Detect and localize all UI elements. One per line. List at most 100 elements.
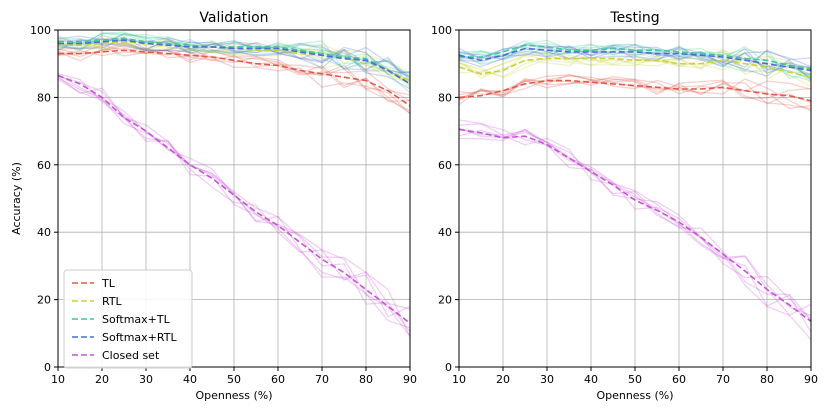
testing-panel: 10 20 30 40 50 60 70 80 90 0 20 40 60 80 100 Testing Ope… bbox=[431, 10, 818, 402]
legend-label: Softmax+RTL bbox=[102, 331, 177, 344]
series-lines bbox=[459, 44, 811, 323]
run-trace bbox=[459, 44, 811, 80]
run-trace bbox=[58, 32, 410, 74]
run-trace bbox=[58, 47, 410, 102]
series-line-softmax-rtl bbox=[58, 39, 410, 85]
series-line-closed-set bbox=[459, 128, 811, 323]
x-tick-label: 40 bbox=[584, 373, 598, 386]
run-traces bbox=[58, 31, 410, 338]
legend: TL RTL Softmax+TL Softmax+RTL Closed set bbox=[63, 269, 193, 369]
series-line-tl bbox=[459, 79, 811, 102]
legend-label: TL bbox=[101, 277, 116, 290]
chart-title: Testing bbox=[609, 10, 659, 26]
run-trace bbox=[58, 39, 410, 79]
y-tick-label: 100 bbox=[30, 24, 51, 37]
run-trace bbox=[58, 74, 410, 338]
y-tick-label: 40 bbox=[438, 226, 452, 239]
run-trace bbox=[459, 52, 811, 85]
run-trace bbox=[459, 78, 811, 110]
run-trace bbox=[459, 40, 811, 82]
run-trace bbox=[459, 78, 811, 112]
x-tick-label: 80 bbox=[760, 373, 774, 386]
x-axis-label: Openness (%) bbox=[596, 389, 673, 402]
run-trace bbox=[58, 77, 410, 333]
y-tick-label: 20 bbox=[438, 294, 452, 307]
x-tick-label: 80 bbox=[359, 373, 373, 386]
run-trace bbox=[459, 44, 811, 81]
y-tick-label: 20 bbox=[37, 294, 51, 307]
run-trace bbox=[459, 53, 811, 76]
y-tick-label: 60 bbox=[438, 159, 452, 172]
run-trace bbox=[459, 127, 811, 341]
validation-panel: 10 20 30 40 50 60 70 80 90 0 20 40 60 80 100 Validation… bbox=[10, 10, 417, 402]
run-trace bbox=[459, 129, 811, 317]
run-trace bbox=[58, 42, 410, 115]
x-tick-label: 10 bbox=[452, 373, 466, 386]
y-tick-label: 40 bbox=[37, 226, 51, 239]
run-trace bbox=[459, 44, 811, 74]
series-line-tl bbox=[58, 49, 410, 107]
x-tick-label: 60 bbox=[672, 373, 686, 386]
run-trace bbox=[58, 31, 410, 94]
run-trace bbox=[459, 49, 811, 79]
series-lines bbox=[58, 37, 410, 324]
run-trace bbox=[459, 45, 811, 68]
run-trace bbox=[459, 42, 811, 78]
x-tick-label: 70 bbox=[716, 373, 730, 386]
legend-label: Softmax+TL bbox=[102, 313, 171, 326]
y-tick-label: 80 bbox=[37, 91, 51, 104]
x-tick-label: 50 bbox=[628, 373, 642, 386]
x-axis-label: Openness (%) bbox=[195, 389, 272, 402]
run-trace bbox=[58, 75, 410, 310]
run-trace bbox=[58, 37, 410, 74]
y-axis-label: Accuracy (%) bbox=[10, 162, 23, 235]
chart-title: Validation bbox=[199, 10, 268, 26]
run-trace bbox=[58, 48, 410, 114]
run-trace bbox=[58, 72, 410, 318]
y-tick-label: 100 bbox=[431, 24, 452, 37]
y-tick-label: 0 bbox=[44, 361, 51, 374]
run-trace bbox=[459, 43, 811, 76]
x-tick-label: 70 bbox=[315, 373, 329, 386]
x-tick-label: 30 bbox=[540, 373, 554, 386]
x-tick-label: 60 bbox=[271, 373, 285, 386]
run-trace bbox=[58, 33, 410, 78]
run-trace bbox=[459, 48, 811, 77]
run-trace bbox=[459, 73, 811, 110]
run-trace bbox=[459, 44, 811, 68]
run-trace bbox=[459, 44, 811, 80]
run-trace bbox=[58, 46, 410, 112]
series-line-rtl bbox=[459, 57, 811, 78]
run-trace bbox=[58, 32, 410, 78]
run-traces bbox=[459, 39, 811, 341]
series-line-softmax-tl bbox=[58, 37, 410, 85]
run-trace bbox=[58, 38, 410, 76]
x-tick-label: 50 bbox=[227, 373, 241, 386]
run-trace bbox=[459, 51, 811, 80]
legend-box bbox=[63, 269, 193, 369]
x-tick-label: 40 bbox=[183, 373, 197, 386]
run-trace bbox=[58, 32, 410, 85]
run-trace bbox=[58, 76, 410, 329]
legend-label: Closed set bbox=[102, 349, 160, 362]
run-trace bbox=[459, 75, 811, 105]
x-tick-label: 30 bbox=[139, 373, 153, 386]
x-tick-label: 90 bbox=[804, 373, 818, 386]
y-tick-label: 0 bbox=[445, 361, 452, 374]
run-trace bbox=[459, 128, 811, 320]
run-trace bbox=[58, 32, 410, 78]
run-trace bbox=[459, 45, 811, 75]
legend-label: RTL bbox=[102, 295, 123, 308]
y-tick-label: 60 bbox=[37, 159, 51, 172]
x-tick-label: 90 bbox=[403, 373, 417, 386]
run-trace bbox=[459, 119, 811, 316]
x-tick-label: 20 bbox=[95, 373, 109, 386]
x-tick-label: 10 bbox=[51, 373, 65, 386]
run-trace bbox=[459, 50, 811, 87]
x-tick-label: 20 bbox=[496, 373, 510, 386]
series-line-softmax-tl bbox=[459, 44, 811, 70]
run-trace bbox=[58, 44, 410, 103]
y-tick-label: 80 bbox=[438, 91, 452, 104]
run-trace bbox=[459, 75, 811, 96]
